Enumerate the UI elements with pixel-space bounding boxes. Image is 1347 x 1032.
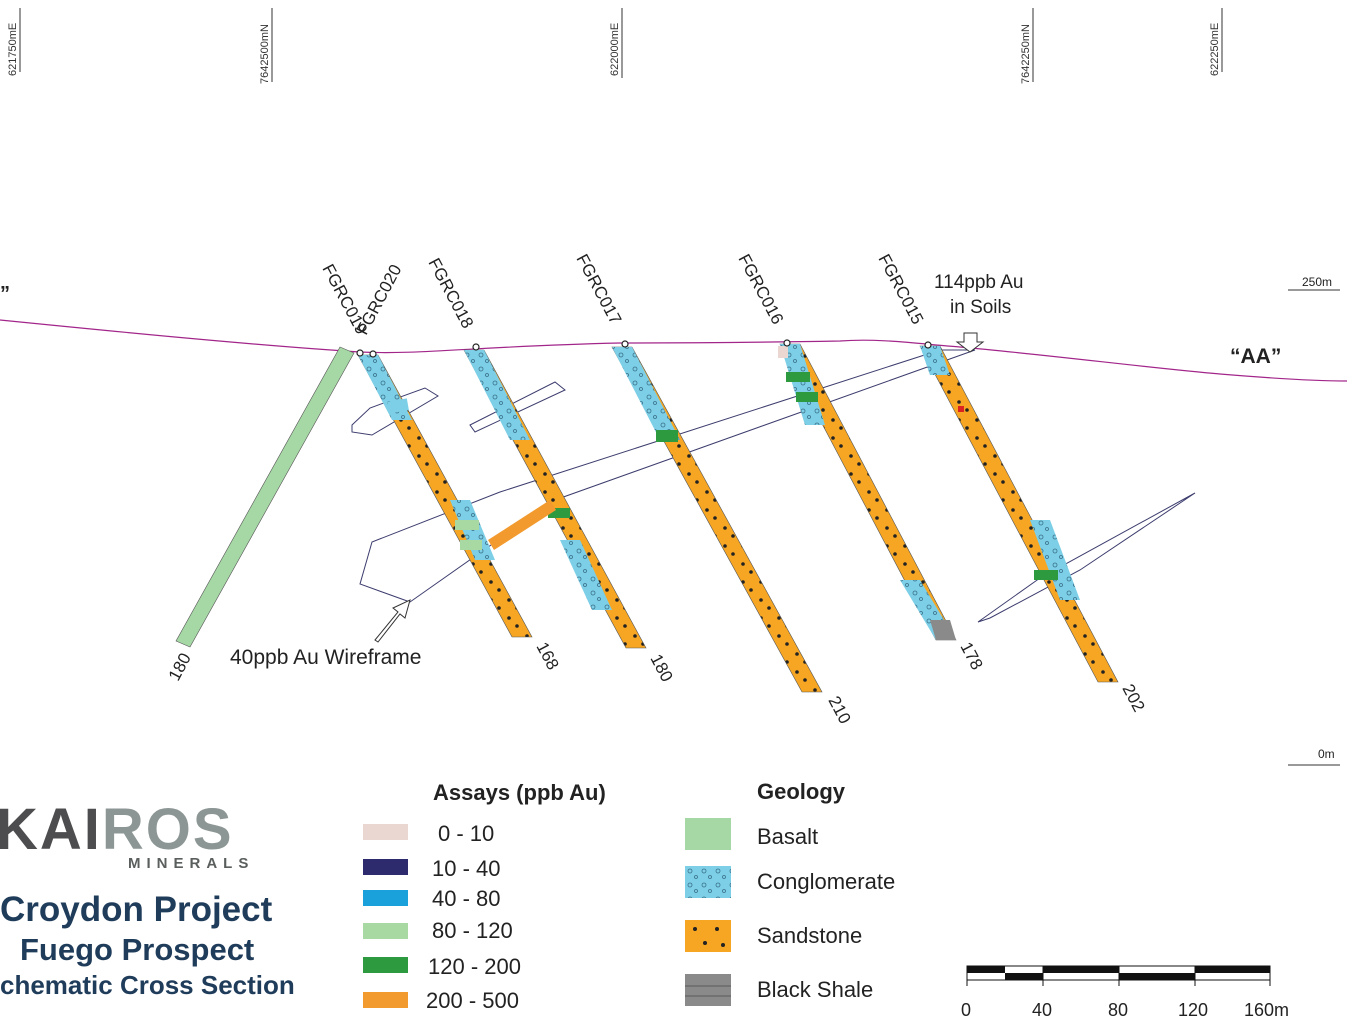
hole-label-fgrc018: FGRC018 — [424, 255, 477, 331]
geology-swatch-conglomerate — [685, 866, 731, 898]
assay-label-120-200: 120 - 200 — [428, 954, 521, 979]
project-title: Croydon Project — [0, 890, 273, 929]
wireframe-outlines — [351, 349, 1196, 623]
assay-swatch-40-80 — [363, 890, 408, 906]
geology-swatch-basalt — [685, 818, 731, 850]
depth-label-fgrc017: 210 — [824, 693, 854, 727]
topography-line — [0, 319, 1347, 382]
assay-swatch-80-120 — [363, 923, 408, 939]
soils-annotation-line2: in Soils — [950, 297, 1011, 318]
hole-label-fgrc016: FGRC016 — [734, 251, 787, 327]
depth-label-fgrc019: 180 — [165, 650, 195, 684]
collar-markers — [356, 339, 932, 358]
grid-label-621750me: 621750mE — [7, 23, 19, 76]
grid-ticks — [19, 8, 1340, 766]
hole-fgrc019 — [175, 346, 355, 648]
scale-bar — [966, 965, 1271, 986]
legend-panel — [0, 767, 934, 1032]
assay-swatch-200-500 — [363, 992, 408, 1008]
geology-legend-title: Geology — [757, 779, 846, 804]
geology-swatch-black-shale — [685, 974, 731, 1006]
soils-arrow — [955, 332, 985, 353]
geology-label-conglomerate: Conglomerate — [757, 869, 896, 894]
depth-label-fgrc015: 202 — [1118, 681, 1148, 715]
wireframe-annotation: 40ppb Au Wireframe — [230, 646, 421, 669]
geology-label-sandstone: Sandstone — [757, 923, 863, 948]
assay-label-10-40: 10 - 40 — [432, 856, 501, 881]
drill-holes — [175, 343, 1119, 693]
grid-label-622000me: 622000mE — [609, 23, 621, 76]
prospect-title: Fuego Prospect — [20, 932, 255, 967]
scale-tick-160m: 160m — [1244, 1000, 1290, 1020]
scale-tick-120: 120 — [1178, 1000, 1209, 1020]
assays-legend-title: Assays (ppb Au) — [433, 780, 606, 805]
grid-label-622250me: 622250mE — [1209, 23, 1221, 76]
geology-label-basalt: Basalt — [757, 824, 819, 849]
section-title: chematic Cross Section — [0, 970, 295, 1000]
scale-tick-80: 80 — [1108, 1000, 1129, 1020]
assay-swatch-0-10 — [363, 824, 408, 840]
scale-tick-0: 0 — [961, 1000, 972, 1020]
geology-swatch-sandstone — [685, 920, 731, 952]
grid-label-7642500mn: 7642500mN — [259, 24, 271, 84]
assay-label-80-120: 80 - 120 — [432, 918, 513, 943]
logo-subtitle: MINERALS — [128, 855, 255, 872]
hole-label-fgrc020: FGRC020 — [353, 261, 406, 337]
assay-label-0-10: 0 - 10 — [438, 821, 495, 846]
elevation-label-bottom: 0m — [1318, 747, 1335, 761]
grid-label-7642250mn: 7642250mN — [1020, 24, 1032, 84]
assay-label-40-80: 40 - 80 — [432, 886, 501, 911]
assay-label-200-500: 200 - 500 — [426, 988, 519, 1013]
depth-label-fgrc020: 168 — [532, 639, 562, 673]
assay-swatch-10-40 — [363, 859, 408, 875]
depth-label-fgrc016: 178 — [956, 639, 986, 673]
hole-label-fgrc015: FGRC015 — [874, 251, 927, 327]
assay-swatch-120-200 — [363, 957, 408, 973]
hole-label-fgrc017: FGRC017 — [572, 251, 625, 327]
wireframe-arrow — [374, 599, 411, 643]
soils-annotation-line1: 114ppb Au — [934, 272, 1023, 293]
kairos-logo: KAIROS — [0, 797, 234, 862]
geology-label-black-shale: Black Shale — [757, 977, 874, 1002]
elevation-label-top: 250m — [1302, 275, 1332, 289]
partial-left-label: ” — [0, 283, 10, 305]
depth-label-fgrc018: 180 — [646, 651, 676, 685]
section-label: “AA” — [1230, 345, 1281, 368]
scale-tick-40: 40 — [1032, 1000, 1053, 1020]
